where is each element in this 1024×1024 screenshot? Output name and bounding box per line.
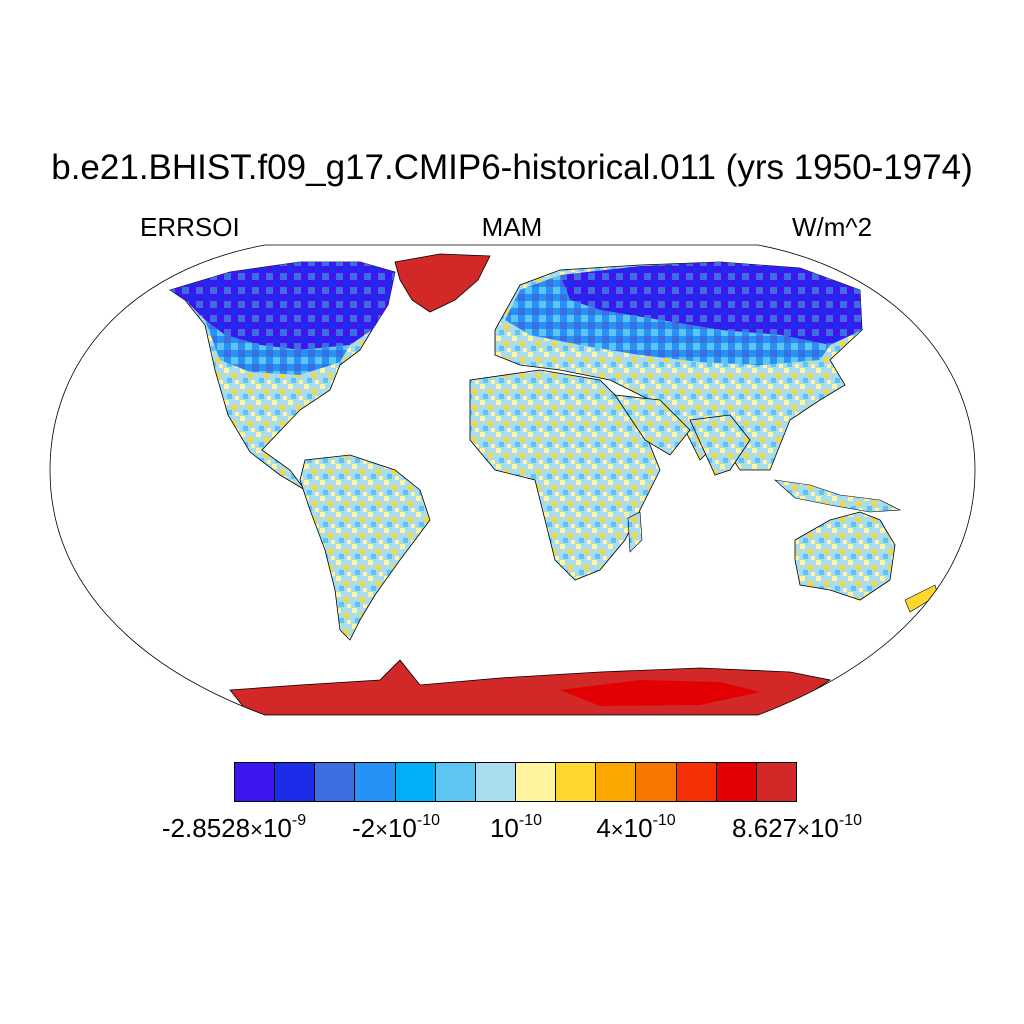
colorbar-label-2: -2×10-10: [351, 812, 441, 843]
colorbar-box-3: [355, 763, 396, 801]
africa: [469, 369, 661, 581]
antarctica-core: [560, 680, 760, 706]
colorbar-label-min: -2.8528×10-9: [161, 812, 307, 843]
eurasia-blue: [505, 275, 830, 365]
new-zealand: [904, 584, 939, 613]
india: [689, 414, 751, 476]
colorbar-label-max: 8.627×10-10: [732, 812, 862, 843]
arabia: [614, 394, 691, 456]
north-america-blue: [205, 320, 350, 375]
colorbar: [234, 762, 797, 802]
colorbar-box-12: [716, 763, 757, 801]
units-label: W/m^2: [792, 212, 873, 242]
colorbar-box-11: [676, 763, 717, 801]
madagascar: [627, 511, 643, 553]
greenland: [394, 253, 491, 313]
colorbar-box-9: [596, 763, 637, 801]
colorbar-label-3: 10-10: [489, 812, 543, 843]
colorbar-box-1: [275, 763, 316, 801]
colorbar-box-13: [756, 763, 796, 801]
globe-outline: [49, 244, 976, 716]
eurasia-cold: [560, 262, 862, 345]
colorbar-box-7: [515, 763, 557, 801]
north-america-cold: [170, 262, 395, 350]
australia: [794, 511, 896, 601]
colorbar-box-8: [556, 763, 597, 801]
colorbar-box-2: [315, 763, 356, 801]
variable-label: ERRSOI: [140, 212, 240, 242]
colorbar-box-0: [235, 763, 276, 801]
season-label: MAM: [481, 212, 543, 242]
colorbar-box-6: [475, 763, 516, 801]
maritime-southeast-asia: [774, 479, 902, 513]
south-america: [299, 454, 431, 641]
continents: [169, 253, 939, 715]
colorbar-box-4: [395, 763, 436, 801]
colorbar-label-4: 4×10-10: [596, 812, 676, 843]
colorbar-box-10: [636, 763, 677, 801]
colorbar-box-5: [435, 763, 476, 801]
map-title: b.e21.BHIST.f09_g17.CMIP6-historical.011…: [51, 148, 973, 187]
